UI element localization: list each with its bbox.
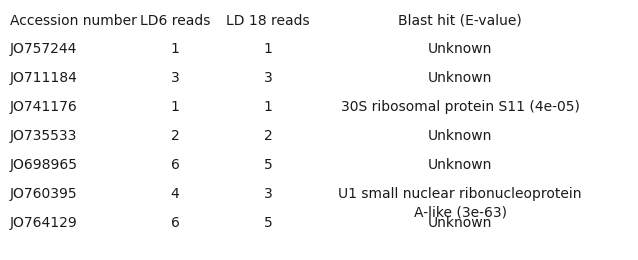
Text: 6: 6 [170, 158, 179, 172]
Text: JO741176: JO741176 [10, 100, 78, 114]
Text: 1: 1 [170, 100, 179, 114]
Text: JO760395: JO760395 [10, 187, 78, 201]
Text: Unknown: Unknown [428, 216, 492, 230]
Text: 1: 1 [263, 100, 272, 114]
Text: 6: 6 [170, 216, 179, 230]
Text: 5: 5 [263, 158, 272, 172]
Text: 4: 4 [170, 187, 179, 201]
Text: 2: 2 [170, 129, 179, 143]
Text: 30S ribosomal protein S11 (4e-05): 30S ribosomal protein S11 (4e-05) [341, 100, 579, 114]
Text: Accession number: Accession number [10, 14, 137, 28]
Text: Unknown: Unknown [428, 71, 492, 85]
Text: 1: 1 [170, 42, 179, 56]
Text: 3: 3 [263, 71, 272, 85]
Text: 3: 3 [263, 187, 272, 201]
Text: LD 18 reads: LD 18 reads [226, 14, 310, 28]
Text: 3: 3 [170, 71, 179, 85]
Text: 2: 2 [263, 129, 272, 143]
Text: LD6 reads: LD6 reads [140, 14, 210, 28]
Text: U1 small nuclear ribonucleoprotein
A-like (3e-63): U1 small nuclear ribonucleoprotein A-lik… [338, 187, 582, 219]
Text: JO757244: JO757244 [10, 42, 77, 56]
Text: Unknown: Unknown [428, 42, 492, 56]
Text: Unknown: Unknown [428, 158, 492, 172]
Text: Blast hit (E-value): Blast hit (E-value) [398, 14, 522, 28]
Text: Unknown: Unknown [428, 129, 492, 143]
Text: JO698965: JO698965 [10, 158, 78, 172]
Text: 1: 1 [263, 42, 272, 56]
Text: 5: 5 [263, 216, 272, 230]
Text: JO764129: JO764129 [10, 216, 78, 230]
Text: JO711184: JO711184 [10, 71, 78, 85]
Text: JO735533: JO735533 [10, 129, 77, 143]
